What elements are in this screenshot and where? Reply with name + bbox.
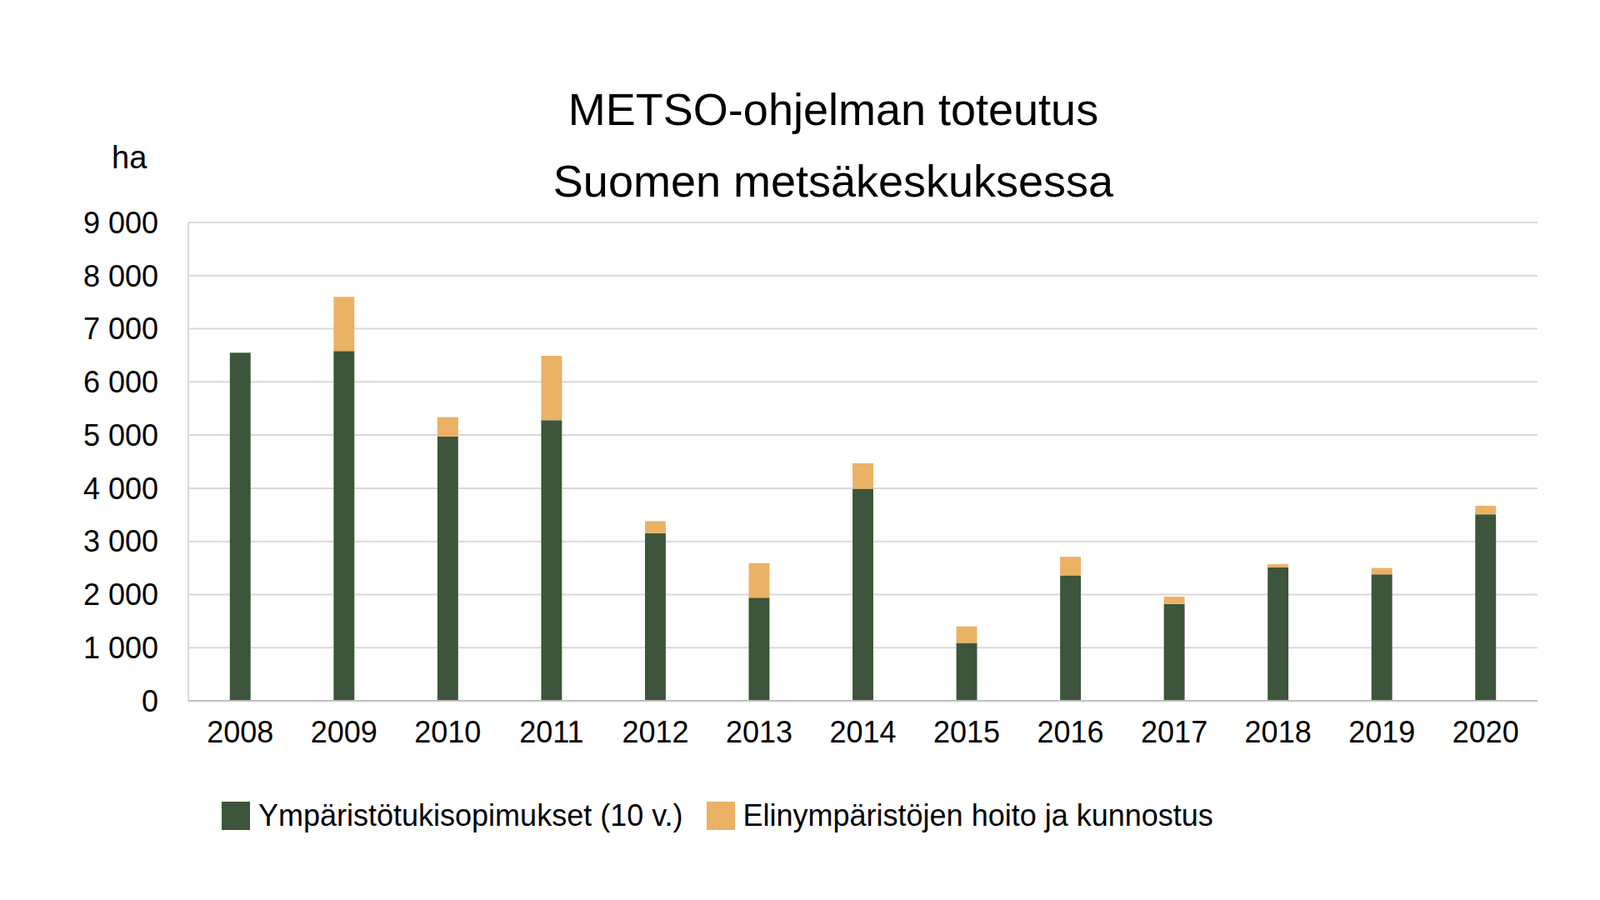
svg-text:2009: 2009 — [310, 715, 378, 750]
html-text:METSO-ohjelman toteutus Suomen: METSO-ohjelman toteutus Suomen metsäkesk… — [553, 84, 1114, 206]
svg-text:6 000: 6 000 — [83, 365, 159, 400]
svg-text:8 000: 8 000 — [83, 259, 159, 294]
svg-text:2008: 2008 — [206, 715, 274, 750]
svg-text:2 000: 2 000 — [83, 577, 159, 612]
svg-text:2016: 2016 — [1037, 715, 1105, 750]
svg-text:2014: 2014 — [829, 715, 896, 750]
svg-text:4 000: 4 000 — [83, 471, 159, 506]
svg-text:7 000: 7 000 — [83, 311, 159, 346]
html-text:Elinympäristöjen hoito ja kunn: Elinympäristöjen hoito ja kunnostus — [742, 798, 1214, 833]
svg-text:2012: 2012 — [621, 715, 689, 750]
svg-text:2017: 2017 — [1140, 715, 1208, 750]
svg-text:2019: 2019 — [1348, 715, 1415, 750]
svg-text:9 000: 9 000 — [83, 205, 159, 240]
html-text:ha: ha — [111, 140, 147, 175]
svg-text:5 000: 5 000 — [83, 418, 159, 453]
svg-text:2010: 2010 — [414, 715, 481, 750]
svg-text:3 000: 3 000 — [83, 524, 159, 559]
svg-text:2013: 2013 — [725, 715, 793, 750]
svg-text:0: 0 — [141, 684, 159, 719]
html-text:Ympäristötukisopimukset (10 v.: Ympäristötukisopimukset (10 v.) — [258, 798, 683, 833]
svg-text:2011: 2011 — [519, 715, 584, 750]
svg-text:1 000: 1 000 — [83, 630, 159, 665]
svg-text:2020: 2020 — [1452, 715, 1520, 750]
svg-text:2018: 2018 — [1245, 715, 1312, 750]
svg-text:2015: 2015 — [933, 715, 1000, 750]
